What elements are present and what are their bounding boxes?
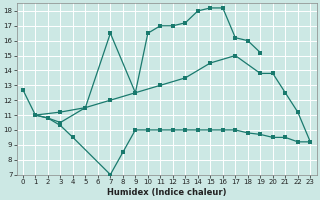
X-axis label: Humidex (Indice chaleur): Humidex (Indice chaleur) xyxy=(107,188,226,197)
